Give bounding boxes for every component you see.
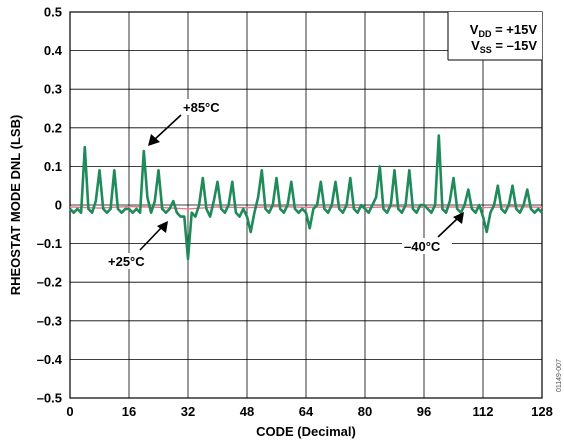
- annotation-m40c-arrowhead: [453, 212, 464, 224]
- y-axis-title: RHEOSTAT MODE DNL (LSB): [8, 115, 23, 296]
- x-tick-label: 48: [240, 404, 254, 419]
- annotation-25c-arrowhead: [157, 221, 168, 233]
- legend-vss: VSS = –15V: [471, 38, 537, 55]
- y-tick-label: –0.3: [37, 313, 62, 328]
- x-tick-label: 112: [473, 404, 494, 419]
- y-tick-label: –0.1: [37, 236, 62, 251]
- y-tick-label: 0.5: [44, 5, 62, 20]
- annotation-m40c-arrow: [437, 217, 459, 238]
- legend-vdd: VDD = +15V: [470, 22, 538, 39]
- x-tick-label: 16: [122, 404, 136, 419]
- annotation-m40c-bg: [402, 238, 452, 254]
- y-tick-label: 0.4: [44, 43, 63, 58]
- series-group: [69, 134, 543, 261]
- y-tick-label: 0.3: [44, 82, 62, 97]
- y-tick-label: –0.5: [37, 391, 62, 406]
- annotation-25c: +25°C: [108, 254, 145, 269]
- annotation-m40c: –40°C: [404, 239, 441, 254]
- x-tick-label: 80: [358, 404, 372, 419]
- annotation-85c-arrow: [153, 114, 182, 141]
- x-tick-label: 0: [66, 404, 73, 419]
- x-tick-label: 32: [181, 404, 195, 419]
- figure-id: 01149-007: [556, 359, 563, 392]
- annotation-85c-bg: [180, 99, 232, 115]
- y-tick-label: 0: [55, 198, 62, 213]
- x-tick-label: 64: [299, 404, 314, 419]
- legend-box: [448, 12, 542, 60]
- annotation-25c-arrow: [139, 226, 163, 251]
- y-tick-label: –0.4: [37, 352, 63, 367]
- x-axis-title: CODE (Decimal): [256, 424, 356, 439]
- annotation-25c-bg: [106, 253, 158, 269]
- y-tick-label: –0.2: [37, 275, 62, 290]
- y-tick-labels: 0.5 0.4 0.3 0.2 0.1 0 –0.1 –0.2 –0.3 –0.4 –0.5: [37, 5, 63, 406]
- plot-frame: [69, 11, 543, 399]
- x-tick-label: 128: [531, 404, 553, 419]
- annotation-85c: +85°C: [183, 100, 220, 115]
- y-tick-label: 0.1: [44, 159, 62, 174]
- x-tick-label: 96: [417, 404, 431, 419]
- y-tick-label: 0.2: [44, 120, 62, 135]
- series-line-0: [69, 134, 543, 261]
- annotation-85c-arrowhead: [148, 134, 160, 146]
- x-tick-labels: 0 16 32 48 64 80 96 112 128: [66, 404, 552, 419]
